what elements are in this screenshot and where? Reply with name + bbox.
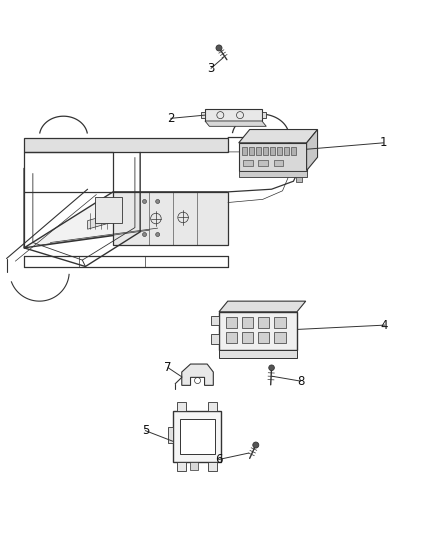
Bar <box>242 332 253 343</box>
Bar <box>258 160 268 166</box>
Bar <box>249 147 254 155</box>
Bar <box>219 312 297 350</box>
Text: 8: 8 <box>297 375 304 387</box>
Bar <box>208 462 217 471</box>
Polygon shape <box>262 112 266 118</box>
Bar <box>256 147 261 155</box>
Bar <box>190 462 198 470</box>
Bar <box>258 332 269 343</box>
Bar <box>263 147 268 155</box>
Text: 7: 7 <box>164 361 172 374</box>
Circle shape <box>216 45 222 51</box>
Bar <box>242 317 253 328</box>
Circle shape <box>142 199 147 204</box>
Text: 6: 6 <box>215 453 223 466</box>
Bar <box>219 350 297 358</box>
Polygon shape <box>201 112 205 118</box>
Polygon shape <box>168 427 173 443</box>
Bar <box>243 160 253 166</box>
Bar <box>270 147 275 155</box>
Bar <box>208 402 217 411</box>
Bar <box>274 160 283 166</box>
Polygon shape <box>113 192 228 245</box>
Bar <box>274 317 286 328</box>
Polygon shape <box>24 192 228 248</box>
Bar <box>284 147 289 155</box>
Polygon shape <box>24 138 228 152</box>
Bar <box>274 332 286 343</box>
Bar <box>226 317 237 328</box>
Bar <box>226 332 237 343</box>
Text: 3: 3 <box>208 62 215 75</box>
Polygon shape <box>211 316 219 325</box>
Bar <box>277 147 282 155</box>
Polygon shape <box>88 213 114 229</box>
Text: 5: 5 <box>142 424 149 437</box>
Polygon shape <box>307 130 318 171</box>
Bar <box>239 171 307 177</box>
Bar <box>258 317 269 328</box>
Text: 2: 2 <box>167 112 175 125</box>
Polygon shape <box>182 364 213 385</box>
Bar <box>239 143 307 171</box>
Text: 1: 1 <box>379 136 387 149</box>
Circle shape <box>142 232 147 237</box>
Bar <box>177 462 186 471</box>
Polygon shape <box>205 121 266 126</box>
Circle shape <box>269 365 274 370</box>
Bar <box>296 177 302 182</box>
Circle shape <box>155 199 160 204</box>
Circle shape <box>253 442 259 448</box>
Bar <box>95 197 122 223</box>
Bar <box>291 147 296 155</box>
Polygon shape <box>211 334 219 344</box>
Bar <box>242 147 247 155</box>
Bar <box>180 419 215 454</box>
Circle shape <box>155 232 160 237</box>
Bar <box>173 411 221 462</box>
Polygon shape <box>219 301 306 312</box>
Bar <box>205 109 262 121</box>
Text: 4: 4 <box>381 319 389 332</box>
Bar <box>177 402 186 411</box>
Polygon shape <box>239 130 318 143</box>
